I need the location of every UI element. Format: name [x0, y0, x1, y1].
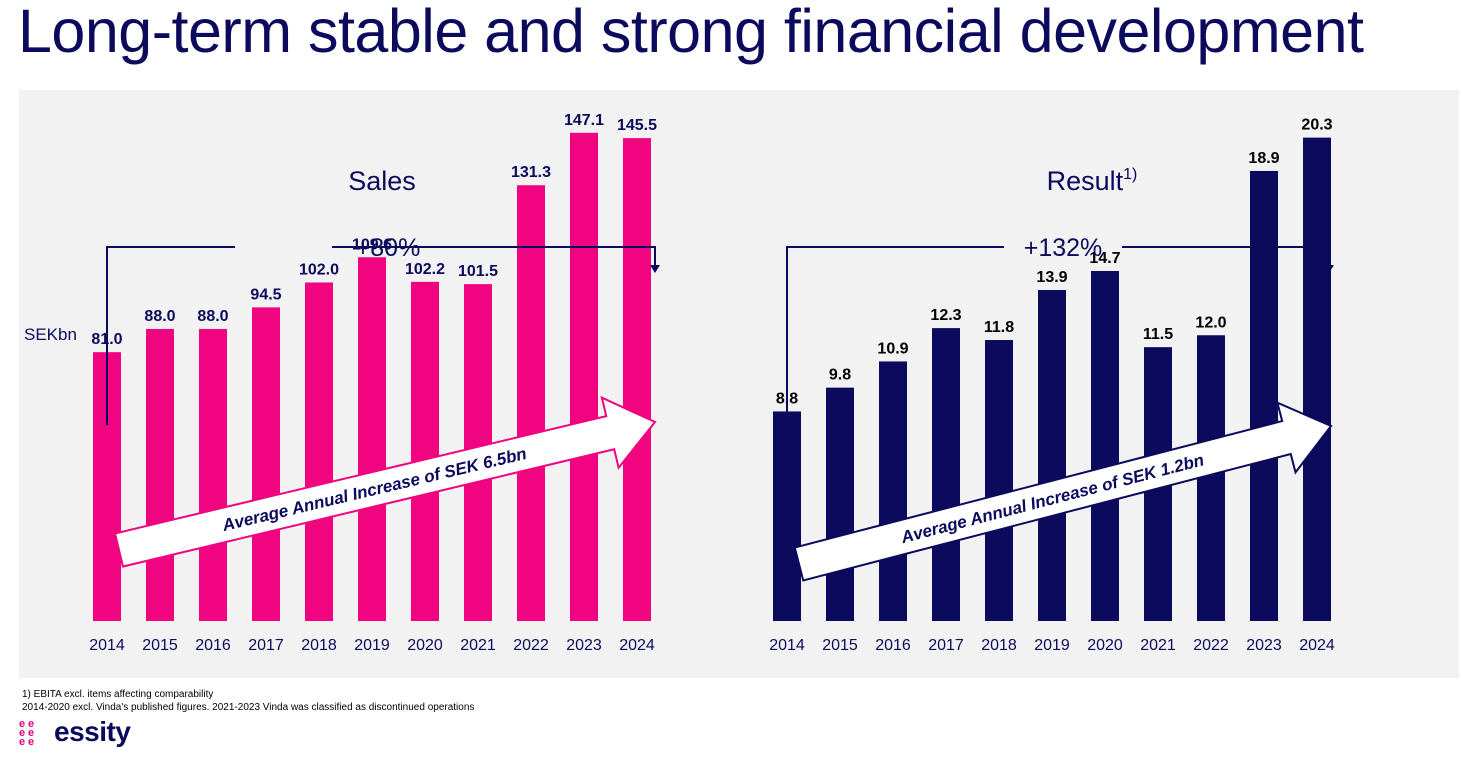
sales-category-label: 2014 — [89, 637, 125, 654]
sales-category-label: 2017 — [248, 637, 284, 654]
svg-text:e: e — [19, 736, 25, 747]
sales-growth-arrowhead — [650, 265, 660, 273]
sales-value-label: 147.1 — [564, 112, 604, 129]
sales-value-label: 88.0 — [144, 308, 175, 325]
footnotes: 1) EBITA excl. items affecting comparabi… — [22, 688, 474, 714]
sales-category-label: 2015 — [142, 637, 178, 654]
result-category-label: 2016 — [875, 637, 911, 654]
footnote-2: 2014-2020 excl. Vinda's published figure… — [22, 702, 475, 713]
result-bar-2023 — [1250, 170, 1278, 621]
result-category-label: 2019 — [1034, 637, 1070, 654]
sales-category-label: 2023 — [566, 637, 602, 654]
result-category-label: 2014 — [769, 637, 805, 654]
sales-bar-2016 — [199, 328, 227, 621]
sales-trend-arrow-shape — [113, 395, 657, 568]
result-title-superscript: 1) — [1123, 166, 1137, 183]
sales-bar-2015 — [146, 328, 174, 621]
result-category-label: 2024 — [1299, 637, 1335, 654]
result-growth-bracket-right — [1122, 246, 1330, 266]
result-growth-bracket-left — [786, 246, 1004, 425]
footnote-1: 1) EBITA excl. items affecting comparabi… — [22, 689, 214, 700]
page-title: Long-term stable and strong financial de… — [18, 0, 1364, 65]
result-growth-label: +132% — [1024, 234, 1103, 262]
result-bar-2016 — [879, 361, 907, 621]
result-category-label: 2017 — [928, 637, 964, 654]
sales-value-label: 94.5 — [250, 286, 281, 303]
sales-value-label: 109.6 — [352, 236, 392, 253]
sales-category-label: 2018 — [301, 637, 337, 654]
sales-category-label: 2024 — [619, 637, 655, 654]
svg-text:e: e — [28, 718, 34, 730]
sales-value-label: 145.5 — [617, 117, 657, 134]
result-bar-2024 — [1303, 137, 1331, 621]
result-value-label: 11.5 — [1143, 326, 1173, 343]
essity-logo: e e e e e e essity — [18, 716, 131, 748]
result-category-label: 2022 — [1193, 637, 1229, 654]
result-value-label: 10.9 — [877, 340, 908, 357]
sales-value-label: 131.3 — [511, 164, 551, 181]
result-category-label: 2021 — [1140, 637, 1176, 654]
result-value-label: 11.8 — [984, 319, 1014, 336]
result-growth-arrowhead — [1324, 265, 1334, 273]
sales-bar-2020 — [411, 281, 439, 621]
result-chart-title: Result1) — [1047, 166, 1138, 196]
sales-category-label: 2022 — [513, 637, 549, 654]
charts-svg: SEKbn 81.0201488.0201588.0201694.5201710… — [24, 112, 1335, 654]
result-bar-2017 — [932, 328, 960, 621]
sales-bar-2018 — [305, 282, 333, 621]
sales-growth-bracket-right — [332, 246, 656, 266]
sales-bar-2019 — [358, 257, 386, 621]
result-category-label: 2020 — [1087, 637, 1123, 654]
sales-chart-title: Sales — [348, 166, 416, 196]
result-bar-2019 — [1038, 290, 1066, 621]
sales-value-label: 88.0 — [197, 308, 228, 325]
svg-text:e: e — [19, 727, 25, 739]
unit-label: SEKbn — [24, 325, 77, 344]
sales-bar-2022 — [517, 185, 545, 622]
svg-text:e: e — [28, 727, 34, 739]
essity-logo-mark: e e e e e e — [19, 718, 34, 747]
result-bar-2015 — [826, 387, 854, 621]
sales-growth-label: +80% — [356, 234, 421, 262]
result-value-label: 14.7 — [1089, 250, 1120, 267]
sales-bar-2017 — [252, 307, 280, 621]
result-value-label: 12.3 — [930, 307, 961, 324]
sales-bar-2024 — [623, 138, 651, 621]
result-value-label: 20.3 — [1301, 117, 1332, 134]
result-category-label: 2023 — [1246, 637, 1282, 654]
sales-value-label: 101.5 — [458, 263, 498, 280]
sales-value-label: 102.0 — [299, 261, 339, 278]
result-category-label: 2018 — [981, 637, 1017, 654]
result-bar-2020 — [1091, 270, 1119, 621]
sales-category-label: 2016 — [195, 637, 231, 654]
chart-panel: SEKbn 81.0 2014 88.0 2015 88.0 2016 94.5 2017 10… — [19, 90, 1459, 678]
sales-growth-bracket-left — [106, 246, 235, 425]
svg-text:e: e — [28, 736, 34, 747]
sales-value-label: 102.2 — [405, 261, 445, 278]
result-trend-arrow-shape — [793, 400, 1333, 582]
result-bar-2014 — [773, 411, 801, 621]
result-bar-2018 — [985, 340, 1013, 621]
sales-bar-2023 — [570, 132, 598, 621]
result-value-label: 9.8 — [829, 367, 851, 384]
result-category-label: 2015 — [822, 637, 858, 654]
result-value-label: 12.0 — [1195, 314, 1226, 331]
result-value-label: 13.9 — [1036, 269, 1067, 286]
svg-text:e: e — [19, 718, 25, 730]
logo-text: essity — [54, 716, 131, 747]
sales-category-label: 2019 — [354, 637, 390, 654]
sales-category-label: 2020 — [407, 637, 443, 654]
result-value-label: 18.9 — [1248, 150, 1279, 167]
sales-category-label: 2021 — [460, 637, 496, 654]
